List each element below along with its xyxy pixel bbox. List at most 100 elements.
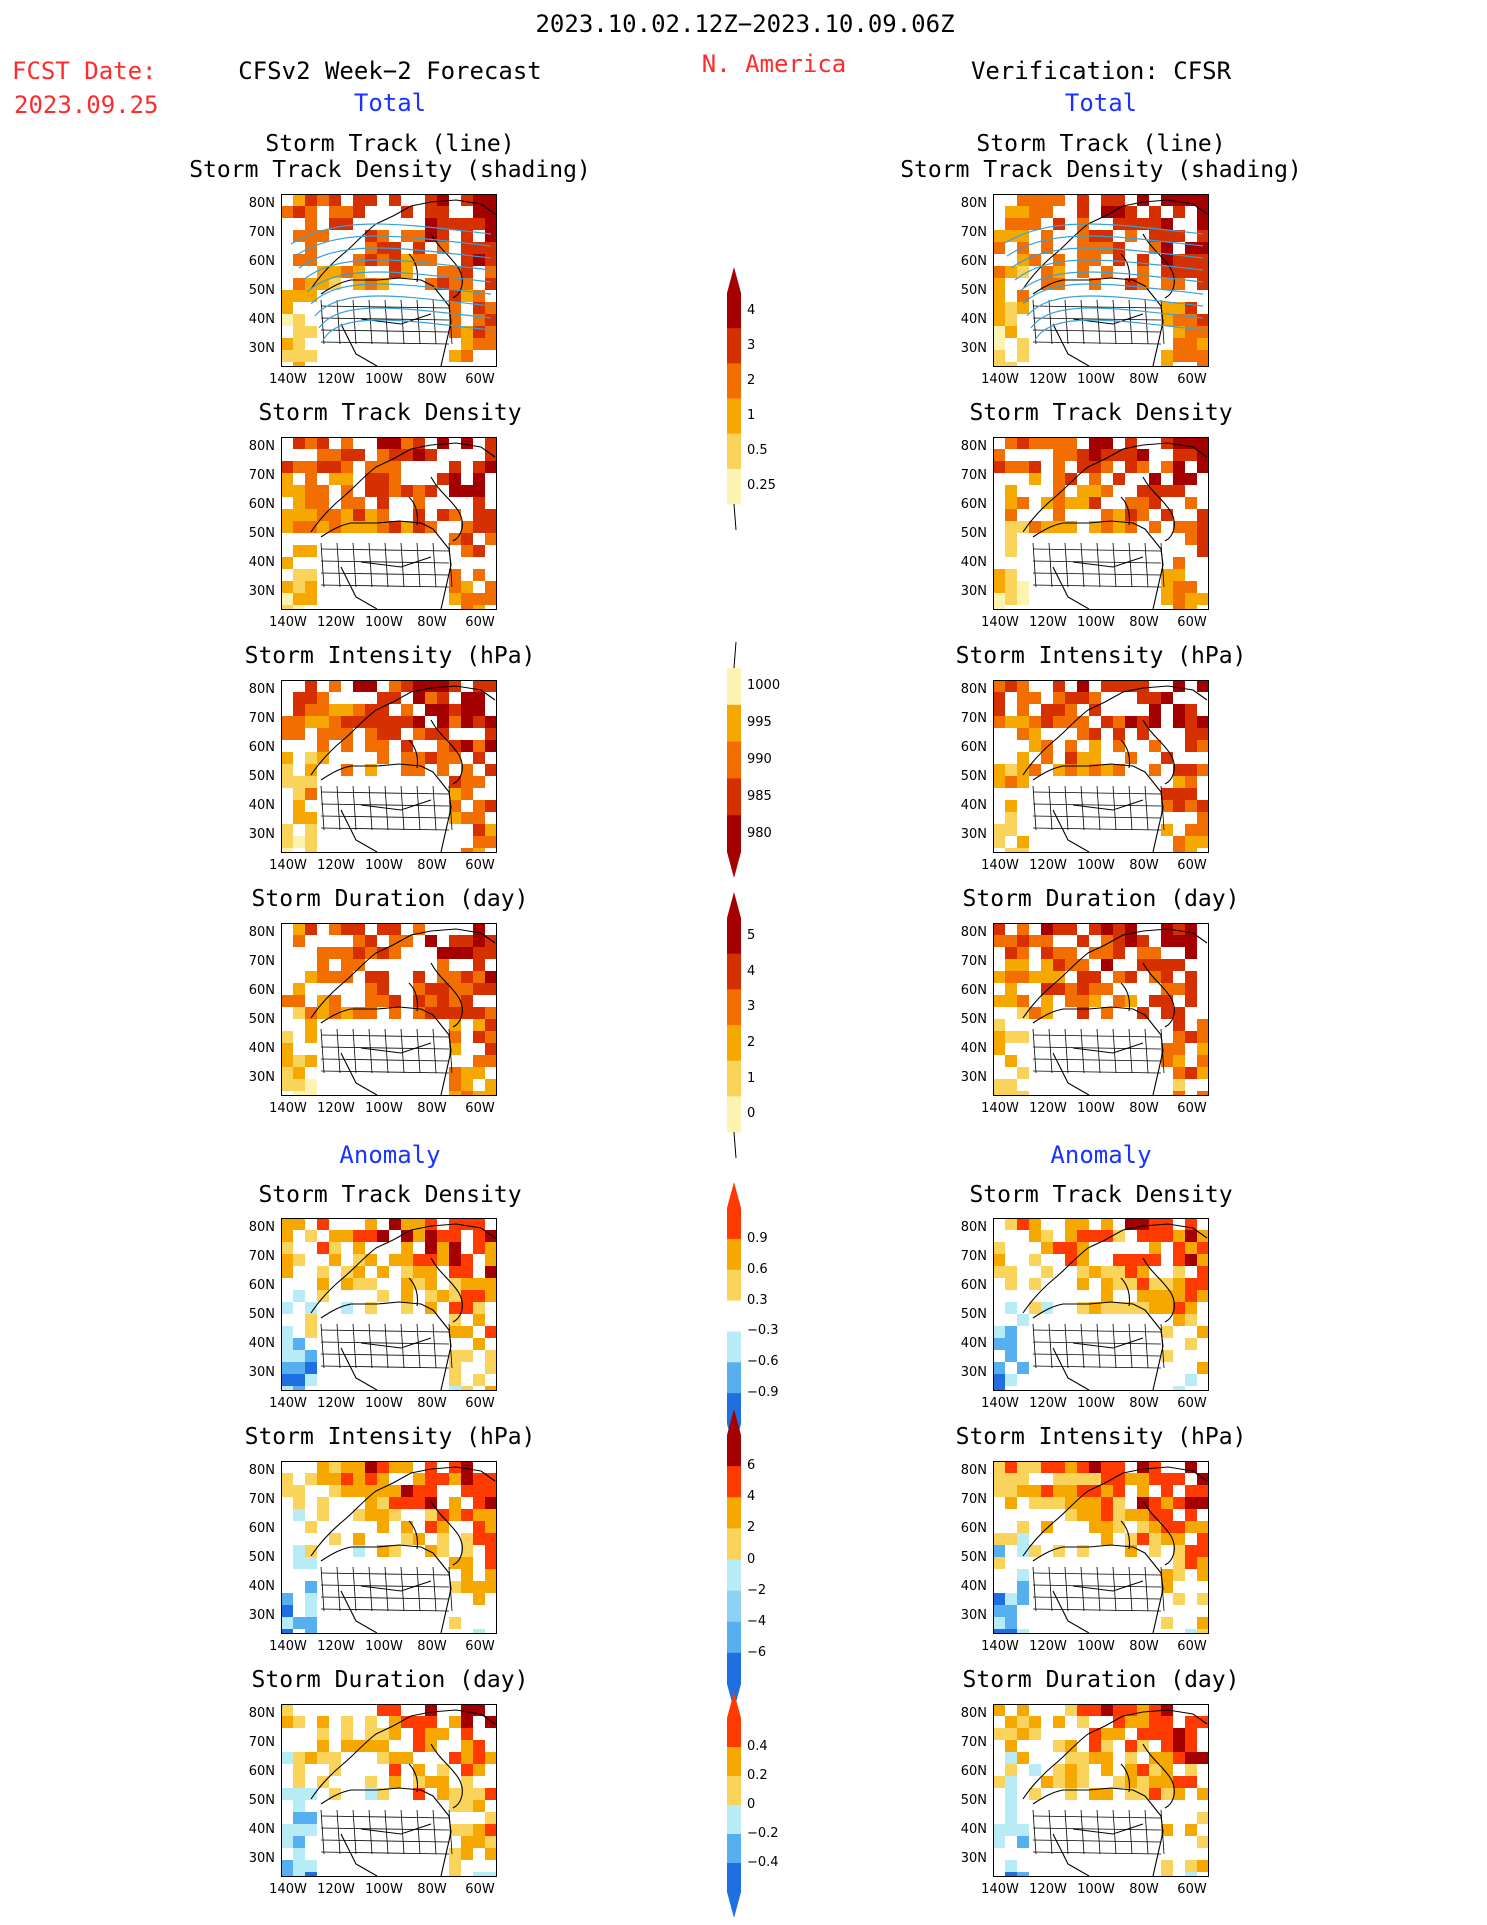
- lat-label: 80N: [248, 925, 275, 940]
- lat-label: 50N: [248, 769, 275, 784]
- colorbar-label: −0.3: [747, 1323, 779, 1339]
- lon-label: 60W: [465, 1639, 495, 1654]
- lat-label: 80N: [960, 439, 987, 454]
- lat-label: 30N: [960, 1070, 987, 1085]
- lon-label: 100W: [1077, 615, 1115, 630]
- lat-label: 30N: [960, 827, 987, 842]
- colorbar-label: 3: [747, 337, 756, 353]
- map-density-anom-forecast: [281, 1218, 497, 1391]
- colorbar-label: −0.6: [747, 1354, 779, 1370]
- lat-label: 30N: [960, 1365, 987, 1380]
- colorbar-label: 2: [747, 372, 756, 388]
- lat-label: 80N: [248, 1463, 275, 1478]
- lon-label: 120W: [1029, 1882, 1067, 1897]
- lon-label: 140W: [269, 858, 307, 873]
- fcst-label: FCST Date:: [12, 57, 157, 85]
- lon-label: 140W: [981, 858, 1019, 873]
- lat-label: 60N: [960, 254, 987, 269]
- lon-label: 100W: [365, 1639, 403, 1654]
- lat-label: 50N: [960, 1793, 987, 1808]
- lat-label: 70N: [960, 711, 987, 726]
- colorbar-density-total: [721, 265, 747, 536]
- lon-label: 100W: [365, 1882, 403, 1897]
- colorbar-intensity-anom: [721, 1407, 747, 1716]
- lat-label: 40N: [248, 1041, 275, 1056]
- map-duration-anom-forecast: [281, 1704, 497, 1877]
- lon-label: 60W: [1177, 615, 1207, 630]
- lat-label: 60N: [248, 1278, 275, 1293]
- lat-label: 40N: [960, 312, 987, 327]
- fcst-date: 2023.09.25: [14, 91, 159, 119]
- lon-label: 60W: [465, 1396, 495, 1411]
- lon-label: 100W: [1077, 1882, 1115, 1897]
- map-duration-verification: [993, 923, 1209, 1096]
- lat-label: 30N: [960, 1608, 987, 1623]
- lat-label: 50N: [960, 283, 987, 298]
- lon-label: 60W: [465, 858, 495, 873]
- lon-label: 140W: [269, 1882, 307, 1897]
- map-density-anom-verification: [993, 1218, 1209, 1391]
- lon-label: 140W: [269, 372, 307, 387]
- lon-label: 120W: [317, 615, 355, 630]
- panel-title-track-shading-right: Storm Track Density (shading): [900, 157, 1302, 183]
- lon-label: 140W: [269, 615, 307, 630]
- panel-title-track-line-right: Storm Track (line): [976, 131, 1226, 157]
- lat-label: 30N: [960, 341, 987, 356]
- colorbar-label: 980: [747, 825, 772, 841]
- lat-label: 40N: [248, 1336, 275, 1351]
- colorbar-label: 0: [747, 1106, 756, 1122]
- lon-label: 120W: [317, 1101, 355, 1116]
- lat-label: 30N: [248, 1070, 275, 1085]
- lat-label: 70N: [248, 1249, 275, 1264]
- colorbar-label: 0.4: [747, 1739, 768, 1754]
- colorbar-label: 1: [747, 408, 756, 424]
- lon-label: 100W: [365, 1101, 403, 1116]
- lat-label: 70N: [960, 954, 987, 969]
- panel-title-duration-anom-right: Storm Duration (day): [962, 1667, 1240, 1693]
- lat-label: 80N: [960, 1463, 987, 1478]
- panel-title-intensity-right: Storm Intensity (hPa): [955, 643, 1247, 669]
- date-range: 2023.10.02.12Z−2023.10.09.06Z: [535, 10, 955, 38]
- lat-label: 70N: [960, 1249, 987, 1264]
- lon-label: 80W: [417, 1101, 447, 1116]
- colorbar-label: 2: [747, 1034, 756, 1050]
- anomaly-left-label: Anomaly: [339, 1141, 441, 1169]
- lon-label: 120W: [1029, 1101, 1067, 1116]
- lat-label: 70N: [248, 954, 275, 969]
- lon-label: 100W: [1077, 1101, 1115, 1116]
- colorbar-label: −0.2: [747, 1826, 779, 1841]
- colorbar-label: 990: [747, 752, 772, 767]
- lon-label: 60W: [1177, 1639, 1207, 1654]
- lon-label: 80W: [1129, 1101, 1159, 1116]
- lon-label: 60W: [1177, 1101, 1207, 1116]
- lon-label: 140W: [981, 1396, 1019, 1411]
- lat-label: 50N: [960, 769, 987, 784]
- lon-label: 140W: [269, 1396, 307, 1411]
- lon-label: 60W: [1177, 1396, 1207, 1411]
- lat-label: 40N: [248, 312, 275, 327]
- lat-label: 60N: [960, 740, 987, 755]
- lon-label: 100W: [1077, 858, 1115, 873]
- colorbar-label: 0: [747, 1551, 756, 1567]
- lat-label: 40N: [248, 798, 275, 813]
- panel-title-density-anom-left: Storm Track Density: [258, 1182, 522, 1208]
- lat-label: 80N: [960, 196, 987, 211]
- lat-label: 60N: [960, 983, 987, 998]
- colorbar-duration-total: [721, 890, 747, 1164]
- lat-label: 40N: [960, 1041, 987, 1056]
- colorbar-label: −0.4: [747, 1855, 779, 1870]
- colorbar-label: 995: [747, 715, 772, 731]
- lon-label: 60W: [465, 1882, 495, 1897]
- lon-label: 120W: [317, 1882, 355, 1897]
- panel-title-duration-anom-left: Storm Duration (day): [251, 1667, 529, 1693]
- lon-label: 120W: [1029, 615, 1067, 630]
- lat-label: 30N: [248, 1608, 275, 1623]
- lat-label: 80N: [960, 1706, 987, 1721]
- colorbar-label: −4: [747, 1613, 767, 1629]
- anomaly-right-label: Anomaly: [1050, 1141, 1152, 1169]
- lat-label: 40N: [960, 1336, 987, 1351]
- colorbar-label: 4: [747, 1489, 756, 1505]
- panel-title-intensity-anom-left: Storm Intensity (hPa): [244, 1424, 536, 1450]
- lat-label: 70N: [960, 225, 987, 240]
- lat-label: 40N: [248, 555, 275, 570]
